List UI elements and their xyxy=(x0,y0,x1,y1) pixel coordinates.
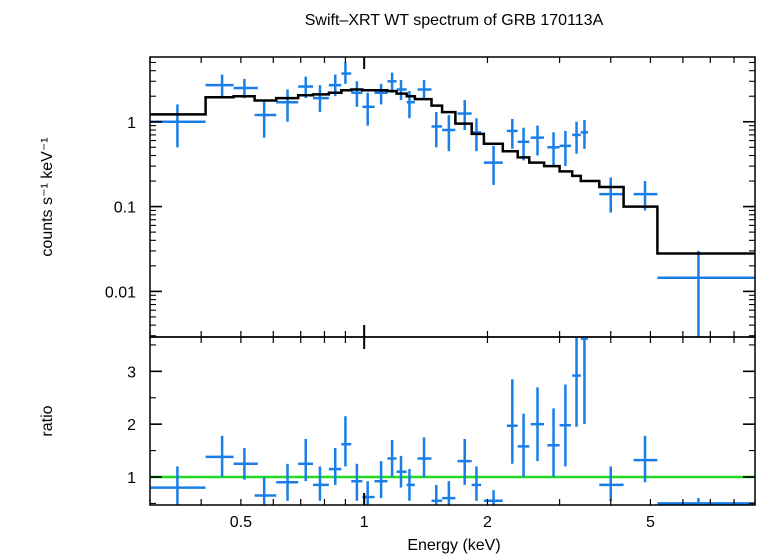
spectrum-panel: 0.01 0.1 1 counts s⁻¹ keV⁻¹ xyxy=(39,56,756,338)
ratio-point-8 xyxy=(341,416,352,467)
ratio-point-28 xyxy=(599,466,624,501)
spectrum-point-30 xyxy=(657,250,755,337)
ratio-point-6 xyxy=(312,466,329,501)
ratio-frame xyxy=(149,336,756,506)
ratio-point-4 xyxy=(276,463,299,501)
spectrum-point-10 xyxy=(362,92,375,126)
spectrum-point-12 xyxy=(387,72,397,93)
spectrum-point-1 xyxy=(205,74,234,97)
spectrum-point-8 xyxy=(341,62,352,84)
y-axis-label-counts: counts s⁻¹ keV⁻¹ xyxy=(39,137,56,256)
ratio-point-12 xyxy=(387,440,397,477)
ratio-point-1 xyxy=(205,435,234,477)
spectrum-point-16 xyxy=(431,112,443,148)
spectrum-point-2 xyxy=(233,78,258,99)
x-tick-label-0: 0.5 xyxy=(230,514,252,531)
ratio-point-19 xyxy=(471,466,482,501)
spectrum-ytick-label-0: 0.01 xyxy=(105,284,136,301)
ratio-point-3 xyxy=(254,477,277,505)
spectrum-point-3 xyxy=(254,100,277,138)
ratio-ytick-label-0: 1 xyxy=(127,470,136,487)
x-axis-label: Energy (keV) xyxy=(407,537,500,554)
ratio-panel: 1 2 3 0.5 1 2 5 ratio Energy (keV) xyxy=(39,336,756,554)
ratio-data-points xyxy=(150,337,755,505)
ratio-point-29 xyxy=(633,435,658,483)
ratio-point-5 xyxy=(298,438,313,482)
spectrum-point-6 xyxy=(312,85,329,113)
spectrum-point-23 xyxy=(530,125,545,156)
ratio-point-25 xyxy=(559,384,572,467)
ratio-ytick-label-1: 2 xyxy=(127,417,136,434)
ratio-point-7 xyxy=(328,447,342,485)
ratio-point-17 xyxy=(442,481,456,505)
spectrum-ytick-label-2: 1 xyxy=(127,115,136,132)
ratio-point-16 xyxy=(431,484,443,505)
ratio-point-18 xyxy=(457,438,472,485)
spectrum-point-26 xyxy=(572,121,581,154)
spectrum-point-28 xyxy=(599,177,624,213)
ratio-ticks: 1 2 3 0.5 1 2 5 xyxy=(127,337,756,531)
spectrum-point-18 xyxy=(457,100,472,130)
spectrum-point-9 xyxy=(351,81,363,107)
spectrum-point-22 xyxy=(517,127,530,161)
x-tick-label-3: 5 xyxy=(646,514,655,531)
model-step-line xyxy=(150,88,755,255)
spectrum-point-17 xyxy=(442,115,456,152)
spectrum-point-27 xyxy=(580,119,589,149)
spectrum-frame xyxy=(149,56,756,338)
spectrum-point-25 xyxy=(559,130,572,167)
ratio-ytick-label-2: 3 xyxy=(127,364,136,381)
spectrum-point-21 xyxy=(506,118,518,149)
ratio-point-11 xyxy=(374,461,388,499)
ratio-point-9 xyxy=(351,463,363,501)
spectrum-point-15 xyxy=(417,80,432,101)
spectrum-point-0 xyxy=(150,104,206,148)
ratio-point-20 xyxy=(483,490,503,505)
spectrum-ticks: 0.01 0.1 1 xyxy=(105,57,756,337)
x-tick-label-2: 2 xyxy=(483,514,492,531)
ratio-point-13 xyxy=(396,455,407,488)
spectrum-point-4 xyxy=(276,89,299,122)
chart-title: Swift–XRT WT spectrum of GRB 170113A xyxy=(305,12,604,29)
spectrum-data-points xyxy=(150,62,755,337)
spectrum-ytick-label-1: 0.1 xyxy=(114,200,136,217)
ratio-point-23 xyxy=(530,387,545,462)
spectrum-point-13 xyxy=(396,80,407,101)
ratio-point-30 xyxy=(657,498,755,505)
y-axis-label-ratio: ratio xyxy=(39,405,56,436)
x-tick-label-1: 1 xyxy=(360,514,369,531)
ratio-point-24 xyxy=(547,408,560,477)
ratio-point-21 xyxy=(506,379,518,464)
ratio-point-26 xyxy=(572,337,581,427)
spectrum-point-11 xyxy=(374,83,388,105)
spectrum-point-24 xyxy=(547,132,560,167)
ratio-point-15 xyxy=(417,437,432,477)
ratio-point-27 xyxy=(580,337,589,425)
ratio-point-22 xyxy=(517,413,530,477)
ratio-point-2 xyxy=(233,447,258,480)
ratio-point-0 xyxy=(150,466,206,505)
spectrum-point-20 xyxy=(483,145,503,185)
ratio-point-14 xyxy=(406,469,415,501)
